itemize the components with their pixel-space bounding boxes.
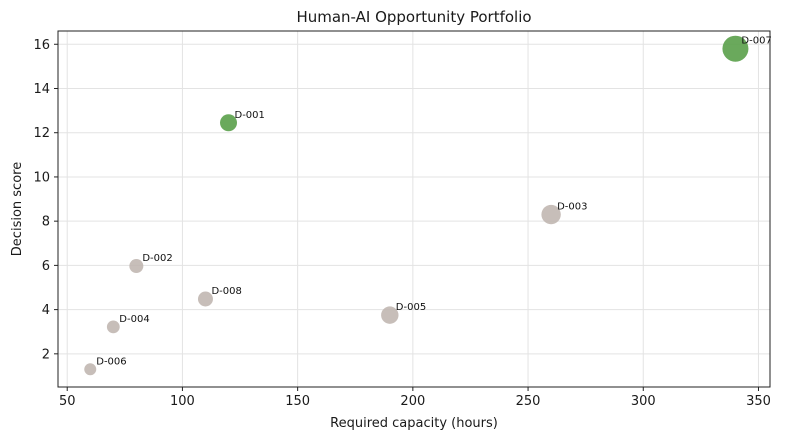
data-points: [84, 35, 749, 376]
point-labels: D-001 D-002 D-003 D-004 D-005 D-006 D-007 D-008: [96, 36, 772, 368]
chart-title: Human-AI Opportunity Portfolio: [296, 8, 531, 26]
y-tick-label: 6: [42, 259, 50, 274]
x-tick-label: 150: [285, 394, 310, 409]
data-point-d-006: [84, 363, 97, 376]
point-label-d-008: D-008: [211, 286, 241, 297]
data-point-d-001: [220, 114, 238, 132]
data-point-d-005: [381, 306, 399, 324]
y-axis-title: Decision score: [10, 162, 25, 256]
point-label-d-001: D-001: [235, 110, 265, 121]
data-point-d-002: [129, 259, 144, 274]
axis-ticks: 50 100 150 200 250 300 350 2 4 6 8 10 12 14 16: [33, 38, 770, 409]
data-point-d-003: [541, 204, 561, 225]
y-tick-label: 4: [42, 303, 50, 318]
x-tick-label: 50: [59, 394, 76, 409]
x-tick-label: 200: [400, 394, 425, 409]
data-point-d-008: [197, 291, 213, 307]
y-tick-label: 8: [42, 215, 50, 230]
y-tick-label: 14: [33, 82, 50, 97]
x-axis-title: Required capacity (hours): [330, 416, 498, 431]
point-label-d-006: D-006: [96, 356, 126, 367]
data-point-d-004: [106, 320, 120, 334]
y-tick-label: 12: [33, 126, 50, 141]
grid: [58, 31, 770, 387]
y-tick-label: 16: [33, 38, 50, 53]
point-label-d-002: D-002: [142, 253, 172, 264]
point-label-d-003: D-003: [557, 202, 587, 213]
data-point-d-007: [722, 35, 749, 62]
x-tick-label: 100: [170, 394, 195, 409]
point-label-d-005: D-005: [396, 302, 426, 313]
point-label-d-004: D-004: [119, 314, 149, 325]
point-label-d-007: D-007: [741, 36, 771, 47]
plot-frame: [57, 30, 771, 388]
y-tick-label: 10: [33, 170, 50, 185]
x-tick-label: 350: [746, 394, 771, 409]
y-tick-label: 2: [42, 347, 50, 362]
x-tick-label: 250: [516, 394, 541, 409]
x-tick-label: 300: [631, 394, 656, 409]
